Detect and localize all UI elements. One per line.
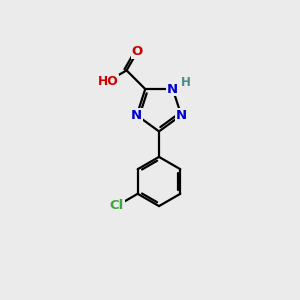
Text: N: N <box>167 82 178 96</box>
Text: H: H <box>180 76 190 89</box>
Text: HO: HO <box>98 75 118 88</box>
Text: N: N <box>176 109 187 122</box>
Text: O: O <box>132 45 143 58</box>
Text: N: N <box>131 109 142 122</box>
Text: Cl: Cl <box>110 199 124 212</box>
